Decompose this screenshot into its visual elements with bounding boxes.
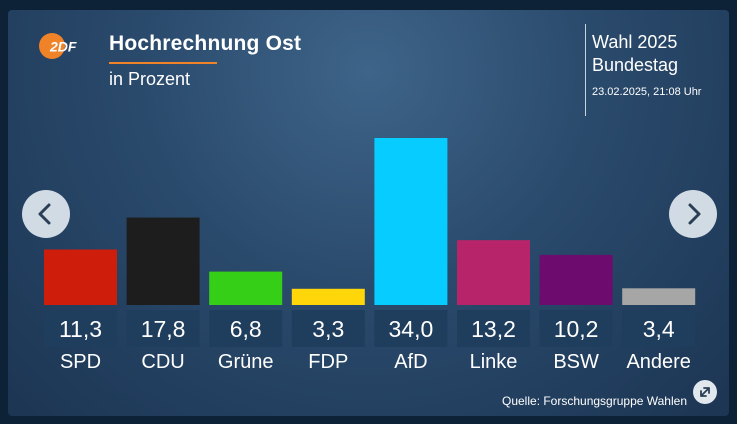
category-label-spd: SPD xyxy=(60,351,101,373)
next-button[interactable] xyxy=(669,190,717,238)
chevron-right-icon xyxy=(688,203,701,225)
value-box-bsw xyxy=(539,310,613,347)
value-box-gruene xyxy=(209,310,283,347)
graphic-frame: 2DF Hochrechnung Ost in Prozent Wahl 202… xyxy=(8,10,729,416)
chart-title: Hochrechnung Ost xyxy=(109,32,302,55)
value-box-afd xyxy=(374,310,448,347)
category-label-fdp: FDP xyxy=(308,351,348,373)
category-label-linke: Linke xyxy=(470,351,518,373)
value-label-afd: 34,0 xyxy=(389,316,434,342)
value-label-fdp: 3,3 xyxy=(312,316,344,342)
bar-chart: 11,3 SPD 17,8 CDU 6,8 Grüne 3,3 FDP 34,0 AfD 13,2 L… xyxy=(44,138,696,373)
previous-button[interactable] xyxy=(22,190,70,238)
chevron-left-icon xyxy=(38,203,51,225)
election-body: Bundestag xyxy=(592,55,679,75)
category-label-afd: AfD xyxy=(394,351,427,373)
bar-spd xyxy=(44,249,117,305)
category-label-andere: Andere xyxy=(626,351,691,373)
bar-afd xyxy=(374,138,448,305)
timestamp: 23.02.2025, 21:08 Uhr xyxy=(592,86,702,98)
bar-fdp xyxy=(291,288,365,305)
title-underline xyxy=(109,62,217,64)
value-box-fdp xyxy=(291,310,365,347)
value-box-cdu xyxy=(126,310,200,347)
value-label-gruene: 6,8 xyxy=(230,316,262,342)
bar-gruene xyxy=(209,271,283,305)
logo-text: 2DF xyxy=(49,39,77,55)
chart-subtitle: in Prozent xyxy=(109,69,191,89)
category-label-bsw: BSW xyxy=(553,351,599,373)
value-label-spd: 11,3 xyxy=(59,316,102,342)
category-label-gruene: Grüne xyxy=(218,351,274,373)
bar-linke xyxy=(457,240,530,305)
value-label-cdu: 17,8 xyxy=(141,316,186,342)
expand-button[interactable] xyxy=(693,380,717,404)
value-label-bsw: 10,2 xyxy=(554,316,599,342)
value-box-andere xyxy=(622,310,696,347)
value-label-linke: 13,2 xyxy=(471,316,516,342)
bar-bsw xyxy=(539,254,613,305)
source-note: Quelle: Forschungsgruppe Wahlen xyxy=(502,394,687,408)
expand-icon xyxy=(700,387,710,397)
value-box-linke xyxy=(457,310,530,347)
bar-cdu xyxy=(126,217,200,305)
value-label-andere: 3,4 xyxy=(643,316,675,342)
header-divider xyxy=(585,24,586,116)
zdf-logo: 2DF xyxy=(39,33,77,59)
category-label-cdu: CDU xyxy=(141,351,184,373)
election-year: Wahl 2025 xyxy=(592,32,678,52)
value-box-spd xyxy=(44,310,117,347)
bar-andere xyxy=(622,288,696,305)
